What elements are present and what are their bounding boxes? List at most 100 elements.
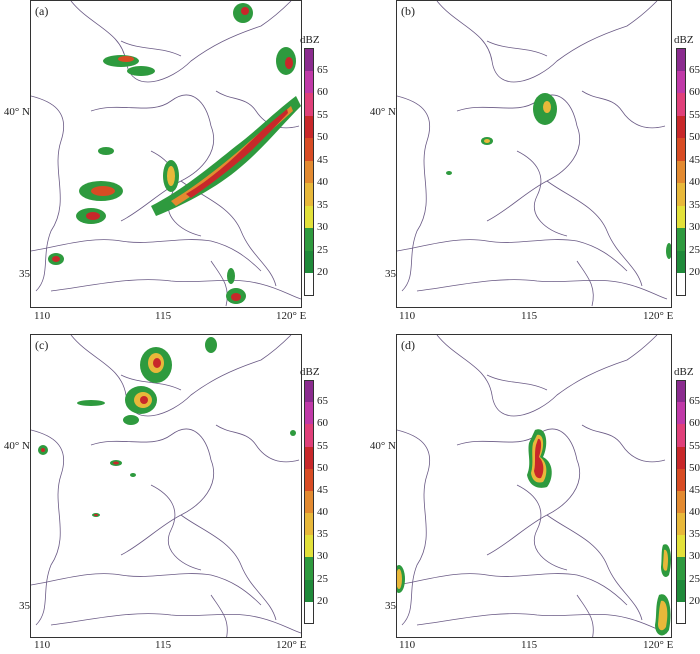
colorbar-tick-label: 40	[689, 176, 700, 189]
colorbar-segment	[304, 160, 314, 184]
colorbar-segment	[304, 490, 314, 514]
colorbar-segment	[304, 205, 314, 229]
colorbar-segment	[304, 183, 314, 206]
colorbar-segment	[676, 380, 686, 403]
map-svg-b	[397, 1, 671, 307]
colorbar-segment	[304, 93, 314, 116]
colorbar-unit-a: dBZ	[300, 34, 320, 46]
colorbar-tick-label: 35	[689, 198, 700, 211]
colorbar-tick-label: 30	[689, 221, 700, 234]
lat-label-35-c: 35	[19, 600, 30, 612]
colorbar-segment	[304, 513, 314, 536]
border-a6	[215, 90, 300, 129]
colorbar-segment	[304, 579, 314, 602]
panel-label-b: (b)	[401, 4, 415, 18]
colorbar-segment	[676, 579, 686, 602]
border-a4	[31, 239, 262, 272]
colorbar-segment	[676, 468, 686, 491]
lon-label-120-c: 120° E	[276, 639, 307, 651]
map-svg-a	[31, 1, 301, 307]
colorbar-tick-label: 45	[317, 153, 328, 166]
border-a8	[210, 260, 228, 307]
lat-label-40-d: 40° N	[369, 440, 396, 452]
border-a9	[120, 40, 182, 57]
lat-label-40-b: 40° N	[369, 106, 396, 118]
colorbar-tick-label: 50	[317, 461, 328, 474]
radar-map-a: (a)	[30, 0, 302, 308]
colorbar-tick-label: 25	[317, 243, 328, 256]
colorbar-frame	[304, 48, 314, 296]
colorbar-segment	[676, 205, 686, 229]
map-svg-d	[397, 335, 671, 637]
colorbar-segment	[304, 70, 314, 94]
lat-label-40-c: 40° N	[3, 440, 30, 452]
colorbar-segment	[676, 160, 686, 184]
lat-label-40-a: 40° N	[3, 106, 30, 118]
colorbar-tick-label: 20	[689, 266, 700, 279]
colorbar-tick-label: 40	[317, 176, 328, 189]
colorbar-segment	[676, 93, 686, 116]
colorbar-tick-label: 55	[317, 108, 328, 121]
panel-label-a: (a)	[35, 4, 49, 18]
border-a1	[31, 95, 64, 292]
colorbar-tick-label: 60	[689, 86, 700, 99]
lat-label-35-a: 35	[19, 268, 30, 280]
colorbar-segment	[676, 183, 686, 206]
colorbar-tick-label: 45	[689, 483, 700, 496]
reflectivity-a	[48, 3, 301, 304]
colorbar-segment	[676, 424, 686, 447]
panel-label-d: (d)	[401, 338, 415, 352]
colorbar-segment	[304, 402, 314, 425]
colorbar-tick-label: 20	[689, 594, 700, 607]
colorbar-tick-label: 65	[317, 63, 328, 76]
lon-label-120-a: 120° E	[276, 310, 307, 322]
colorbar-tick-label: 55	[689, 439, 700, 452]
colorbar-segment	[304, 535, 314, 558]
colorbar-tick-label: 55	[317, 439, 328, 452]
colorbar-segment	[304, 138, 314, 161]
colorbar-tick-label: 25	[689, 572, 700, 585]
colorbar-segment	[676, 557, 686, 580]
colorbar-segment	[304, 115, 314, 139]
colorbar-segment	[304, 424, 314, 447]
colorbar-frame	[304, 380, 314, 624]
colorbar-tick-label: 35	[317, 528, 328, 541]
map-svg-c	[31, 335, 301, 637]
colorbar-frame	[676, 380, 686, 624]
reflectivity-c	[38, 337, 296, 517]
colorbar-unit-c: dBZ	[300, 366, 320, 378]
colorbar-tick-label: 50	[689, 461, 700, 474]
radar-map-b: (b)	[396, 0, 672, 308]
colorbar-segment	[304, 380, 314, 403]
lon-label-110-d: 110	[399, 639, 416, 651]
colorbar-segment	[304, 557, 314, 580]
colorbar-tick-label: 60	[689, 417, 700, 430]
colorbar-tick-label: 20	[317, 266, 328, 279]
colorbar-segment	[304, 446, 314, 469]
colorbar-tick-label: 60	[317, 86, 328, 99]
colorbar-segment	[676, 601, 686, 624]
lon-label-110-c: 110	[34, 639, 51, 651]
colorbar-tick-label: 60	[317, 417, 328, 430]
colorbar-segment	[676, 48, 686, 71]
colorbar-tick-label: 65	[689, 63, 700, 76]
radar-map-c: (c)	[30, 334, 302, 638]
coastline-a	[70, 1, 292, 83]
lon-label-120-b: 120° E	[643, 310, 674, 322]
lat-label-35-d: 35	[385, 600, 396, 612]
colorbar-segment	[304, 48, 314, 71]
colorbar-segment	[676, 446, 686, 469]
colorbar-frame	[676, 48, 686, 296]
radar-map-d: (d)	[396, 334, 672, 638]
colorbar-tick-label: 40	[317, 506, 328, 519]
colorbar-unit-b: dBZ	[674, 34, 694, 46]
colorbar-segment	[304, 601, 314, 624]
colorbar-segment	[304, 468, 314, 491]
colorbar-segment	[676, 115, 686, 139]
colorbar-segment	[304, 228, 314, 251]
lon-label-115-a: 115	[155, 310, 172, 322]
colorbar-segment	[676, 250, 686, 274]
lon-label-115-b: 115	[521, 310, 538, 322]
colorbar-d: 65 60 55 50 45 40 35 30 25 20	[676, 380, 700, 624]
border-a2	[90, 94, 214, 222]
